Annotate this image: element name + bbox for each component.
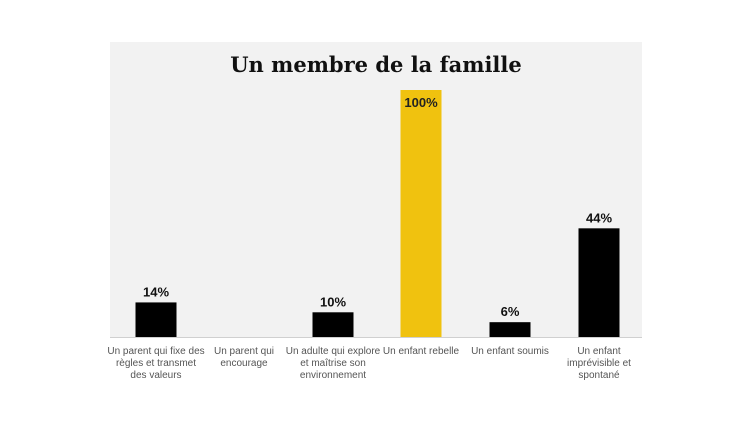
value-label-0: 14% — [143, 284, 169, 299]
chart-title: Un membre de la famille — [230, 52, 522, 77]
value-label-4: 6% — [501, 304, 520, 319]
category-label-1: Un parent qui encourage — [214, 346, 274, 369]
chart-panel — [110, 42, 642, 338]
value-label-2: 10% — [320, 294, 346, 309]
category-label-4: Un enfant soumis — [471, 346, 549, 357]
category-label-3: Un enfant rebelle — [383, 346, 460, 357]
bar-3 — [400, 90, 442, 337]
category-label-2: Un adulte qui explore et maîtrise son envi… — [286, 346, 381, 381]
value-label-3: 100% — [404, 95, 438, 110]
bar-0 — [135, 302, 177, 337]
category-label-0: Un parent qui fixe des règles et transmet… — [107, 346, 204, 381]
bar-2 — [312, 312, 354, 337]
category-label-5: Un enfant imprévisible et spontané — [567, 346, 631, 381]
value-label-5: 44% — [586, 210, 612, 225]
bar-4 — [489, 322, 531, 337]
bar-5 — [578, 228, 620, 337]
